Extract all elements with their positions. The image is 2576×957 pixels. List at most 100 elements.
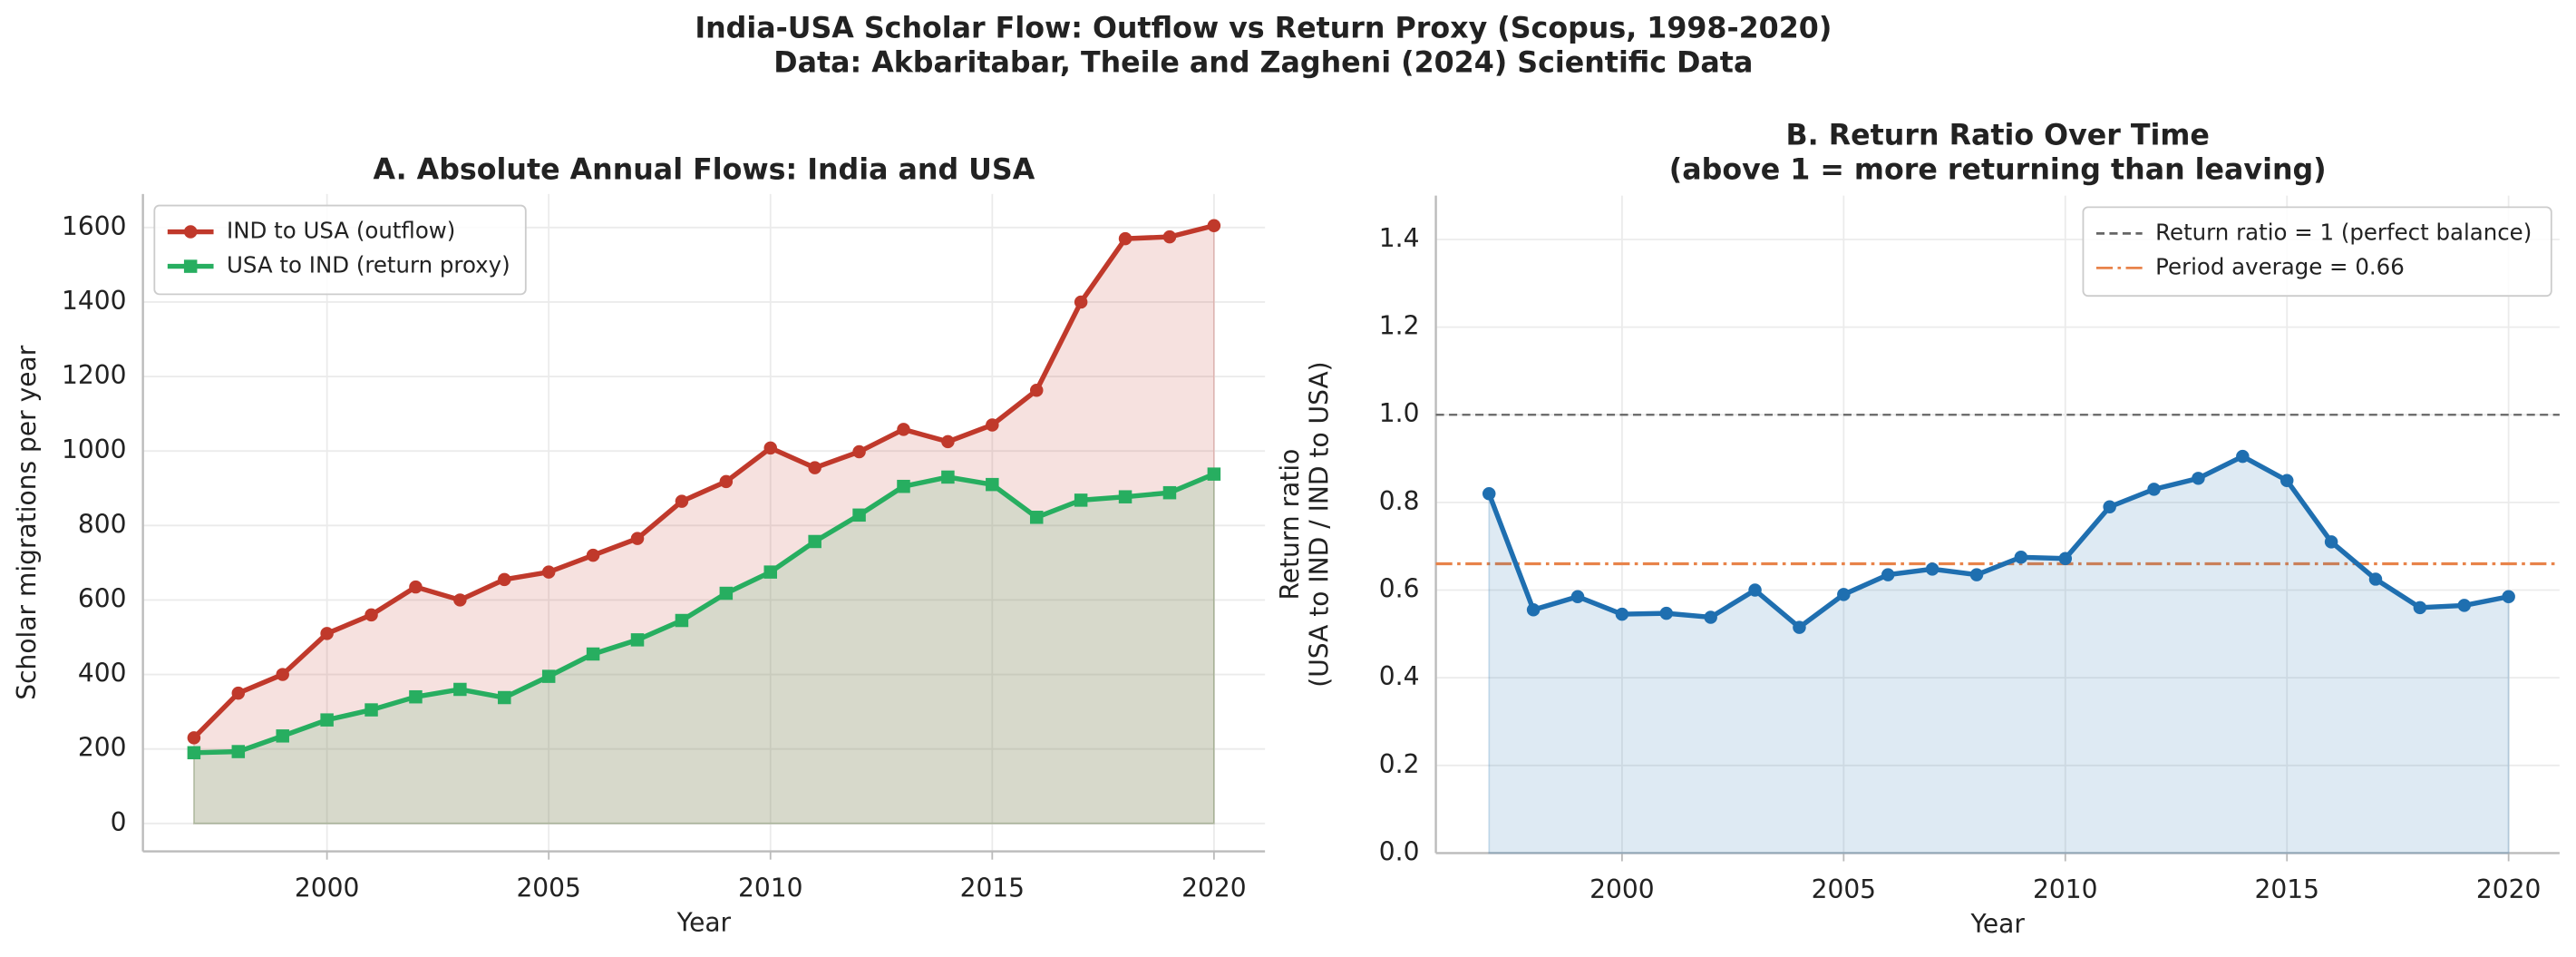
y-tick-label: 0.4 [1379,661,1420,691]
marker [808,461,821,474]
marker [1207,467,1221,481]
x-tick-label: 2010 [738,873,802,903]
marker [852,508,866,522]
marker [1162,485,1177,500]
marker [1207,219,1221,233]
marker [1074,295,1088,309]
marker [1074,493,1088,507]
line [193,472,1215,756]
marker [1570,590,1585,604]
x-tick-label: 2020 [1181,873,1246,903]
marker [2058,552,2073,565]
x-tick-label: 2010 [2033,874,2097,904]
x-axis-label: Year [676,907,732,937]
marker [453,682,467,697]
marker [541,669,556,683]
x-tick-label: 2005 [516,873,580,903]
y-tick-label: 400 [78,659,127,688]
marker [365,608,378,622]
marker [2457,599,2472,612]
marker [1615,607,1629,621]
marker [630,633,645,647]
marker [453,593,467,607]
marker [897,479,910,493]
y-tick-label: 1600 [62,211,126,241]
marker [1837,588,1851,601]
marker [2236,449,2250,464]
y-tick-label: 1200 [62,360,126,390]
marker [719,474,734,489]
y-tick-label: 0.6 [1379,574,1420,604]
marker [852,444,866,459]
marker [276,668,289,681]
legend-label: Period average = 0.66 [2155,253,2405,279]
marker [941,470,955,484]
y-tick-label: 1.4 [1379,223,1420,253]
y-tick-label: 800 [78,509,127,539]
area [1488,455,2510,854]
marker [2280,474,2294,487]
marker [1793,620,1806,634]
marker [2192,472,2205,485]
y-tick-label: 0.2 [1379,749,1420,779]
y-tick-label: 1000 [62,435,126,464]
marker [365,703,378,717]
marker [2413,601,2427,615]
marker [763,441,778,455]
marker [2014,551,2028,564]
x-axis-label: Year [1969,909,2025,939]
y-tick-label: 1.2 [1379,311,1420,341]
x-tick-label: 2015 [960,873,1025,903]
y-axis-label: (USA to IND / IND to USA) [1305,361,1335,687]
marker [2502,590,2515,604]
marker [1482,486,1496,501]
marker [498,690,511,705]
marker [231,745,246,758]
figure-title: India-USA Scholar Flow: Outflow vs Retur… [695,13,1832,45]
marker [187,746,201,760]
legend-label: Return ratio = 1 (perfect balance) [2155,219,2532,245]
figure-subtitle: Data: Akbaritabar, Theile and Zagheni (2… [773,47,1753,80]
marker [763,565,778,579]
marker [586,647,600,661]
marker [320,627,334,640]
y-tick-label: 1400 [62,286,126,316]
legend-marker [183,259,198,273]
marker [2147,483,2161,496]
marker [586,548,600,562]
y-tick-label: 0.0 [1379,836,1420,866]
marker [2324,535,2338,549]
marker [986,477,999,492]
y-tick-label: 200 [78,733,127,763]
marker [320,713,334,727]
marker [1704,610,1717,624]
marker [409,689,423,704]
marker [1748,583,1762,597]
marker [1029,511,1044,524]
marker [675,613,689,628]
chart-title: B. Return Ratio Over Time [1786,119,2210,151]
y-tick-label: 0 [111,807,127,837]
y-axis-label: Return ratio [1275,449,1305,601]
marker [187,731,201,745]
marker [1925,562,1939,576]
legend-marker [183,225,198,239]
x-tick-label: 2005 [1812,874,1876,904]
legend-box [2082,206,2552,298]
marker [231,686,246,700]
marker [941,435,955,449]
marker [1881,568,1895,581]
line [191,223,1215,740]
marker [808,534,821,549]
marker [897,423,910,436]
legend-label: IND to USA (outflow) [227,218,455,244]
y-tick-label: 1.0 [1379,398,1420,428]
marker [498,572,511,587]
line [1486,454,2510,630]
legend-box [153,204,527,296]
x-tick-label: 2000 [1589,874,1654,904]
marker [2103,500,2116,513]
y-axis-label: Scholar migrations per year [12,345,42,699]
marker [1526,603,1541,617]
marker [276,729,289,743]
